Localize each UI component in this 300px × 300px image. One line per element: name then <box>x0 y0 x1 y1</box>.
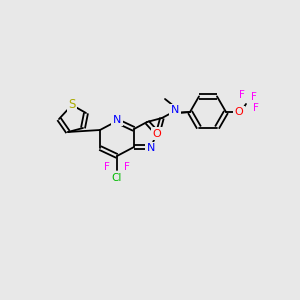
Text: N: N <box>113 115 121 125</box>
Text: N: N <box>171 105 179 115</box>
Text: N: N <box>147 143 155 153</box>
Text: F: F <box>104 162 110 172</box>
Text: F: F <box>253 103 259 113</box>
Text: F: F <box>239 90 245 100</box>
Text: Cl: Cl <box>112 173 122 183</box>
Text: F: F <box>251 92 257 102</box>
Text: N: N <box>154 128 162 138</box>
Text: O: O <box>153 129 161 139</box>
Text: O: O <box>235 107 243 117</box>
Text: S: S <box>68 98 76 110</box>
Text: F: F <box>124 162 130 172</box>
